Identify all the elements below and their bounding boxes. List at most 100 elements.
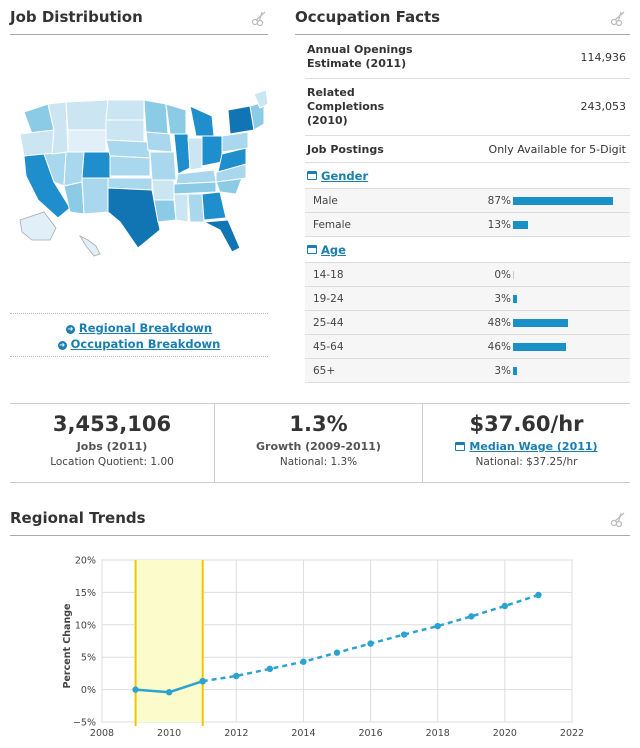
x-tick-label: 2016 xyxy=(358,728,382,739)
fact-label: Related Completions (2010) xyxy=(307,86,385,127)
gender-row: Male 87% xyxy=(305,189,630,213)
fact-row: Job Postings Only Available for 5-Digit xyxy=(305,136,630,163)
age-label: 19-24 xyxy=(313,293,344,305)
age-row: 14-18 0% xyxy=(305,263,630,287)
gender-section-header[interactable]: Gender xyxy=(305,163,630,189)
y-tick-label: −5% xyxy=(73,718,96,729)
stat-growth: 1.3% Growth (2009-2011) National: 1.3% xyxy=(215,404,422,482)
stat-value: 1.3% xyxy=(289,412,348,436)
stat-divider xyxy=(214,404,215,482)
occupation-facts-table: Annual Openings Estimate (2011) 114,936 … xyxy=(305,36,630,383)
stat-sub: National: 1.3% xyxy=(279,456,358,468)
age-percent: 0% xyxy=(494,269,511,281)
age-bar xyxy=(513,367,517,375)
scissors-icon[interactable] xyxy=(610,511,626,527)
gender-label: Male xyxy=(313,195,338,207)
age-row: 19-24 3% xyxy=(305,287,630,311)
x-tick-label: 2014 xyxy=(291,728,315,739)
gender-percent: 13% xyxy=(487,219,511,231)
regional-breakdown-link[interactable]: ➜ Regional Breakdown xyxy=(65,321,213,335)
state-la xyxy=(153,199,177,223)
fact-value: 114,936 xyxy=(580,51,627,64)
state-me xyxy=(253,90,268,109)
age-percent: 46% xyxy=(487,341,511,353)
x-tick-label: 2018 xyxy=(426,728,450,739)
state-ut xyxy=(63,151,85,187)
us-map[interactable] xyxy=(10,90,268,260)
median-wage-link[interactable]: Median Wage (2011) xyxy=(423,440,630,453)
fact-value: 243,053 xyxy=(580,100,627,113)
median-wage-label[interactable]: Median Wage (2011) xyxy=(469,440,598,453)
stat-caption: Growth (2009-2011) xyxy=(256,440,381,453)
age-percent: 48% xyxy=(487,317,511,329)
data-point xyxy=(132,686,139,693)
x-tick-label: 2010 xyxy=(157,728,181,739)
state-tx xyxy=(107,187,161,249)
age-row: 45-64 46% xyxy=(305,335,630,359)
data-point xyxy=(300,658,307,665)
state-fl xyxy=(202,219,241,253)
title-rule xyxy=(10,535,630,536)
state-ar xyxy=(151,179,175,201)
age-label: 65+ xyxy=(313,365,336,377)
fact-row: Related Completions (2010) 243,053 xyxy=(305,79,630,136)
gender-percent: 87% xyxy=(487,195,511,207)
arrow-right-icon: ➜ xyxy=(65,325,75,334)
age-percent: 3% xyxy=(494,365,511,377)
y-tick-label: 5% xyxy=(81,653,96,664)
state-nd xyxy=(105,99,145,121)
state-ia xyxy=(145,131,173,153)
state-tn xyxy=(173,181,217,195)
state-ak xyxy=(19,211,57,241)
title-rule xyxy=(295,34,630,35)
data-point xyxy=(367,640,374,647)
occupation-breakdown-link[interactable]: ➜ Occupation Breakdown xyxy=(57,337,221,351)
state-ks xyxy=(109,155,151,177)
age-section-header[interactable]: Age xyxy=(305,237,630,263)
age-bar xyxy=(513,295,517,303)
stat-caption: Jobs (2011) xyxy=(76,440,148,453)
state-wy xyxy=(67,129,107,155)
age-bar xyxy=(513,319,569,327)
stat-divider xyxy=(422,404,423,482)
y-tick-label: 20% xyxy=(75,556,96,567)
gender-label: Female xyxy=(313,219,351,231)
job-distribution-title: Job Distribution xyxy=(10,8,143,26)
stats-bottom-rule xyxy=(10,482,630,483)
state-al xyxy=(187,193,205,223)
data-point xyxy=(199,677,206,685)
calendar-icon xyxy=(307,171,317,180)
state-il xyxy=(173,133,191,175)
map-divider xyxy=(10,313,268,314)
scissors-icon[interactable] xyxy=(610,10,626,26)
fact-label: Annual Openings Estimate (2011) xyxy=(307,43,413,70)
title-rule xyxy=(10,34,268,35)
scissors-icon[interactable] xyxy=(251,10,267,26)
gender-heading[interactable]: Gender xyxy=(321,169,369,183)
age-heading[interactable]: Age xyxy=(321,243,346,257)
x-tick-label: 2012 xyxy=(224,728,248,739)
state-hi xyxy=(78,235,101,257)
age-bar xyxy=(513,271,514,279)
state-ny xyxy=(227,105,255,135)
stat-value: 3,453,106 xyxy=(52,412,172,436)
data-point xyxy=(400,631,408,638)
stat-jobs: 3,453,106 Jobs (2011) Location Quotient:… xyxy=(10,404,214,482)
x-tick-label: 2020 xyxy=(493,728,517,739)
occupation-facts-title: Occupation Facts xyxy=(295,8,441,26)
stat-wage: $37.60/hr Median Wage (2011) National: $… xyxy=(423,404,630,482)
state-in xyxy=(187,137,203,171)
arrow-right-icon: ➜ xyxy=(57,341,67,350)
age-row: 65+ 3% xyxy=(305,359,630,383)
regional-trends-chart: 2008 2010 2012 2014 2016 2018 2020 2022 20% 15% 10… xyxy=(62,556,584,740)
age-row: 25-44 48% xyxy=(305,311,630,335)
map-divider xyxy=(10,356,268,357)
age-percent: 3% xyxy=(494,293,511,305)
x-tick-label: 2022 xyxy=(560,728,584,739)
calendar-icon xyxy=(455,442,466,451)
y-axis-label: Percent Change xyxy=(62,604,73,689)
stat-value: $37.60/hr xyxy=(469,412,584,436)
data-point xyxy=(535,591,542,599)
state-sd xyxy=(105,119,145,143)
y-tick-label: 15% xyxy=(75,588,96,599)
